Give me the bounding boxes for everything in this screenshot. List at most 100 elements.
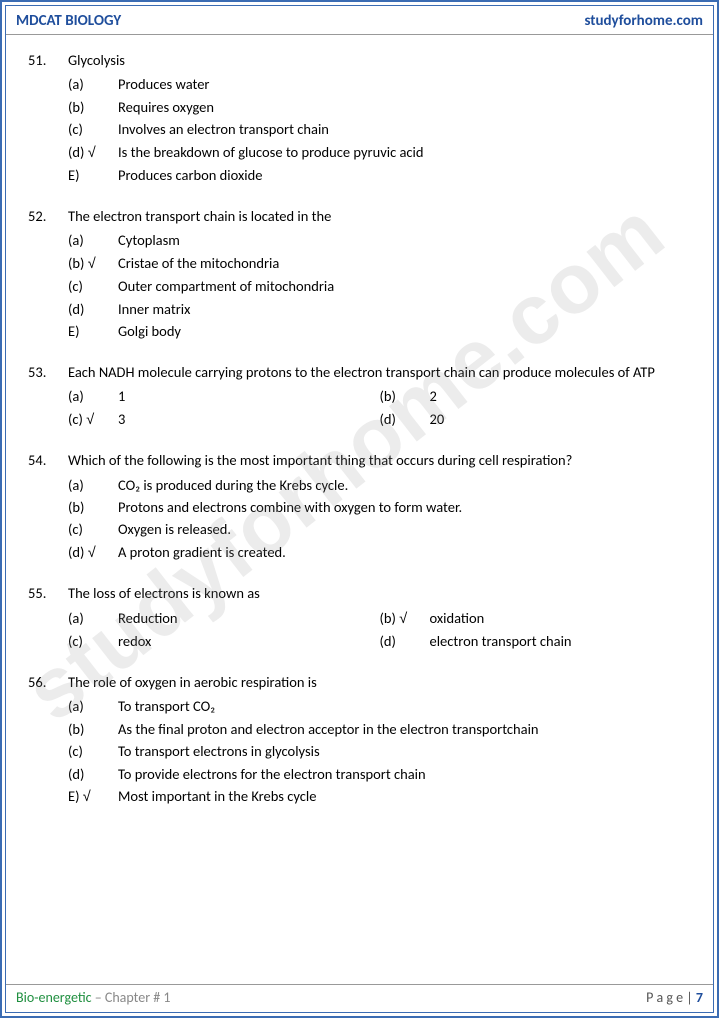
header-site: studyforhome.com [584, 12, 703, 30]
option-label: (d) √ [68, 541, 118, 564]
option: E) √Most important in the Krebs cycle [68, 785, 691, 808]
option-text: Most important in the Krebs cycle [118, 785, 316, 808]
checkmark-icon: √ [399, 611, 407, 627]
option: (a)To transport CO₂ [68, 695, 691, 717]
option: (c)To transport electrons in glycolysis [68, 740, 691, 762]
option-text: To transport CO₂ [118, 695, 215, 717]
checkmark-icon: √ [86, 412, 94, 428]
question-text: The loss of electrons is known as [68, 582, 691, 604]
question-body: The role of oxygen in aerobic respiratio… [68, 671, 691, 809]
option-text: Cytoplasm [118, 229, 180, 251]
page-content: studyforhome.com 51.Glycolysis(a)Produce… [6, 35, 713, 984]
question-number: 52. [28, 205, 68, 343]
option: (d)20 [380, 408, 692, 431]
option-label: (a) [68, 607, 118, 630]
option-text: 1 [118, 385, 380, 407]
page-frame: MDCAT BIOLOGY studyforhome.com studyforh… [0, 0, 719, 1018]
option-label: (b) [68, 496, 118, 518]
option-label: (d) [68, 298, 118, 320]
option: (c)Oxygen is released. [68, 518, 691, 540]
option: (a)Produces water [68, 73, 691, 95]
option-label: (b) √ [68, 252, 118, 275]
footer-chapter-num: – Chapter # 1 [92, 989, 171, 1006]
option-list: (a)Cytoplasm(b) √Cristae of the mitochon… [68, 229, 691, 342]
question: 51.Glycolysis(a)Produces water(b)Require… [28, 49, 691, 187]
question-text: The role of oxygen in aerobic respiratio… [68, 671, 691, 693]
option-label: (b) √ [380, 607, 430, 630]
option-text: electron transport chain [430, 630, 692, 652]
option: (c)redox [68, 630, 380, 652]
question-number: 55. [28, 582, 68, 652]
checkmark-icon: √ [83, 789, 91, 805]
option-label: (a) [68, 474, 118, 496]
option: E)Golgi body [68, 320, 691, 342]
option: (d)Inner matrix [68, 298, 691, 320]
option: (a)1 [68, 385, 380, 407]
option-text: Protons and electrons combine with oxyge… [118, 496, 462, 518]
option: (d) √A proton gradient is created. [68, 541, 691, 564]
question-text: Which of the following is the most impor… [68, 449, 691, 471]
question-text: The electron transport chain is located … [68, 205, 691, 227]
checkmark-icon: √ [88, 145, 96, 161]
option-label: (c) √ [68, 408, 118, 431]
checkmark-icon: √ [88, 545, 96, 561]
option: (a)CO₂ is produced during the Krebs cycl… [68, 474, 691, 496]
option-list: (a)Produces water(b)Requires oxygen(c)In… [68, 73, 691, 186]
question-number: 53. [28, 361, 68, 431]
option-text: Outer compartment of mitochondria [118, 275, 334, 297]
option-text: Requires oxygen [118, 96, 214, 118]
option-text: A proton gradient is created. [118, 541, 286, 564]
footer-page: P a g e | 7 [646, 989, 703, 1006]
page-footer: Bio-energetic – Chapter # 1 P a g e | 7 [6, 984, 713, 1012]
option-label: (d) √ [68, 141, 118, 164]
question: 53.Each NADH molecule carrying protons t… [28, 361, 691, 431]
option-text: Inner matrix [118, 298, 190, 320]
option-label: E) [68, 320, 118, 342]
option-list: (a)Reduction(b) √oxidation(c)redox(d)ele… [68, 607, 691, 653]
question-text: Each NADH molecule carrying protons to t… [68, 361, 691, 383]
option-list: (a)CO₂ is produced during the Krebs cycl… [68, 474, 691, 565]
option-text: 20 [430, 408, 692, 431]
option: (b) √oxidation [380, 607, 692, 630]
option: (a)Cytoplasm [68, 229, 691, 251]
option: (d) √Is the breakdown of glucose to prod… [68, 141, 691, 164]
page-header: MDCAT BIOLOGY studyforhome.com [6, 6, 713, 35]
option-label: (d) [380, 630, 430, 652]
question-body: The electron transport chain is located … [68, 205, 691, 343]
option: (c)Outer compartment of mitochondria [68, 275, 691, 297]
option-label: (b) [380, 385, 430, 407]
checkmark-icon: √ [88, 256, 96, 272]
option: (b)2 [380, 385, 692, 407]
question: 55.The loss of electrons is known as (a)R… [28, 582, 691, 652]
question-body: Which of the following is the most impor… [68, 449, 691, 564]
option: (a)Reduction [68, 607, 380, 630]
option-list: (a)1(b)2(c) √3(d)20 [68, 385, 691, 431]
option: (b)As the final proton and electron acce… [68, 718, 691, 740]
option-text: redox [118, 630, 380, 652]
option: (b)Protons and electrons combine with ox… [68, 496, 691, 518]
option-label: (c) [68, 518, 118, 540]
option-text: oxidation [430, 607, 692, 630]
option-label: (d) [380, 408, 430, 431]
option-label: (c) [68, 118, 118, 140]
option-text: Cristae of the mitochondria [118, 252, 279, 275]
footer-chapter: Bio-energetic – Chapter # 1 [16, 989, 170, 1006]
question-number: 54. [28, 449, 68, 564]
option-text: Produces water [118, 73, 209, 95]
option-text: CO₂ is produced during the Krebs cycle. [118, 474, 348, 496]
footer-page-label: P a g e | [646, 989, 696, 1006]
question: 56.The role of oxygen in aerobic respira… [28, 671, 691, 809]
question-list: 51.Glycolysis(a)Produces water(b)Require… [28, 49, 691, 809]
option-text: Produces carbon dioxide [118, 164, 262, 186]
option-label: (a) [68, 695, 118, 717]
option-label: (a) [68, 73, 118, 95]
option-text: Reduction [118, 607, 380, 630]
footer-chapter-name: Bio-energetic [16, 989, 92, 1006]
question-body: The loss of electrons is known as (a)Redu… [68, 582, 691, 652]
option: E)Produces carbon dioxide [68, 164, 691, 186]
option-text: Golgi body [118, 320, 181, 342]
question-body: Glycolysis(a)Produces water(b)Requires o… [68, 49, 691, 187]
option: (c)Involves an electron transport chain [68, 118, 691, 140]
option-text: To provide electrons for the electron tr… [118, 763, 426, 785]
option-text: As the final proton and electron accepto… [118, 718, 539, 740]
